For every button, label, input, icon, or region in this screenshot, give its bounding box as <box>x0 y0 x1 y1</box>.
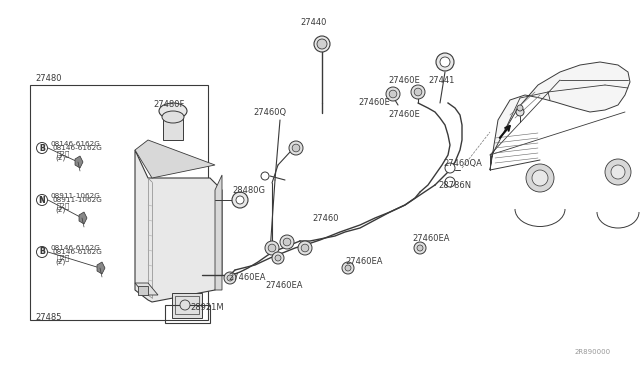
Text: B: B <box>39 247 45 257</box>
Polygon shape <box>163 117 183 140</box>
Text: 27441: 27441 <box>428 76 454 84</box>
Circle shape <box>411 85 425 99</box>
Circle shape <box>301 244 309 252</box>
Polygon shape <box>135 140 215 178</box>
Text: 27460EA: 27460EA <box>345 257 383 266</box>
Text: B: B <box>40 144 45 153</box>
Circle shape <box>283 238 291 246</box>
Text: 27460E: 27460E <box>388 109 420 119</box>
Polygon shape <box>215 175 222 290</box>
Text: 。2）: 。2） <box>57 255 70 261</box>
Circle shape <box>272 252 284 264</box>
Text: 。2）: 。2） <box>57 203 70 209</box>
Circle shape <box>414 242 426 254</box>
Text: 27440: 27440 <box>301 17 327 26</box>
Circle shape <box>389 90 397 98</box>
Text: 27460QA: 27460QA <box>443 158 482 167</box>
Bar <box>30 85 208 320</box>
Circle shape <box>236 196 244 204</box>
Circle shape <box>314 36 330 52</box>
Circle shape <box>417 245 423 251</box>
Text: 08146-6162G: 08146-6162G <box>50 141 100 147</box>
Polygon shape <box>490 62 630 170</box>
Circle shape <box>280 235 294 249</box>
Polygon shape <box>75 156 83 168</box>
Circle shape <box>440 57 450 67</box>
Circle shape <box>386 87 400 101</box>
Circle shape <box>36 195 47 205</box>
Text: 27460Q: 27460Q <box>253 108 286 116</box>
Bar <box>172 293 202 318</box>
Polygon shape <box>79 212 87 224</box>
Text: 08146-6162G: 08146-6162G <box>52 145 102 151</box>
Circle shape <box>605 159 631 185</box>
Text: (2): (2) <box>55 207 65 213</box>
Circle shape <box>516 108 524 116</box>
Circle shape <box>445 163 455 173</box>
Text: (2): (2) <box>55 155 65 161</box>
Ellipse shape <box>159 103 187 119</box>
Circle shape <box>611 165 625 179</box>
Text: 2R890000: 2R890000 <box>575 349 611 355</box>
Polygon shape <box>135 150 222 302</box>
Circle shape <box>345 265 351 271</box>
Text: 08146-6162G: 08146-6162G <box>52 249 102 255</box>
Circle shape <box>517 105 523 111</box>
Circle shape <box>36 142 47 154</box>
Text: 08146-6162G: 08146-6162G <box>50 245 100 251</box>
Text: N: N <box>38 196 45 205</box>
Circle shape <box>261 172 269 180</box>
Circle shape <box>436 53 454 71</box>
Text: 27460E: 27460E <box>358 97 390 106</box>
Polygon shape <box>135 283 158 295</box>
Text: B: B <box>39 144 45 153</box>
Text: 28786N: 28786N <box>438 180 471 189</box>
Circle shape <box>232 192 248 208</box>
Text: 27460E: 27460E <box>388 76 420 84</box>
Text: 27460: 27460 <box>312 214 339 222</box>
Circle shape <box>414 88 422 96</box>
Bar <box>175 296 199 314</box>
Text: (2): (2) <box>55 259 65 265</box>
Text: 27480F: 27480F <box>153 99 184 109</box>
Circle shape <box>292 144 300 152</box>
Text: 。2）: 。2） <box>57 151 70 157</box>
Polygon shape <box>138 286 148 295</box>
Ellipse shape <box>162 111 184 123</box>
Text: 28921M: 28921M <box>190 304 223 312</box>
Circle shape <box>227 275 233 281</box>
Text: B: B <box>40 247 45 257</box>
Text: 28480G: 28480G <box>232 186 265 195</box>
Circle shape <box>265 241 279 255</box>
Text: 27460EA: 27460EA <box>412 234 449 243</box>
Circle shape <box>445 177 455 187</box>
Text: 08911-1062G: 08911-1062G <box>50 193 100 199</box>
Circle shape <box>268 244 276 252</box>
Polygon shape <box>97 262 105 274</box>
Circle shape <box>317 39 327 49</box>
Text: 08911-1062G: 08911-1062G <box>52 197 102 203</box>
Circle shape <box>342 262 354 274</box>
Text: 27460EA: 27460EA <box>228 273 266 282</box>
Text: 27485: 27485 <box>35 314 61 323</box>
Circle shape <box>526 164 554 192</box>
Circle shape <box>298 241 312 255</box>
Circle shape <box>36 247 47 257</box>
Text: 27480: 27480 <box>35 74 61 83</box>
Text: N: N <box>39 196 45 205</box>
Circle shape <box>275 255 281 261</box>
Circle shape <box>224 272 236 284</box>
Text: 27460EA: 27460EA <box>265 282 303 291</box>
Circle shape <box>532 170 548 186</box>
Circle shape <box>180 300 190 310</box>
Bar <box>165 305 210 323</box>
Circle shape <box>289 141 303 155</box>
